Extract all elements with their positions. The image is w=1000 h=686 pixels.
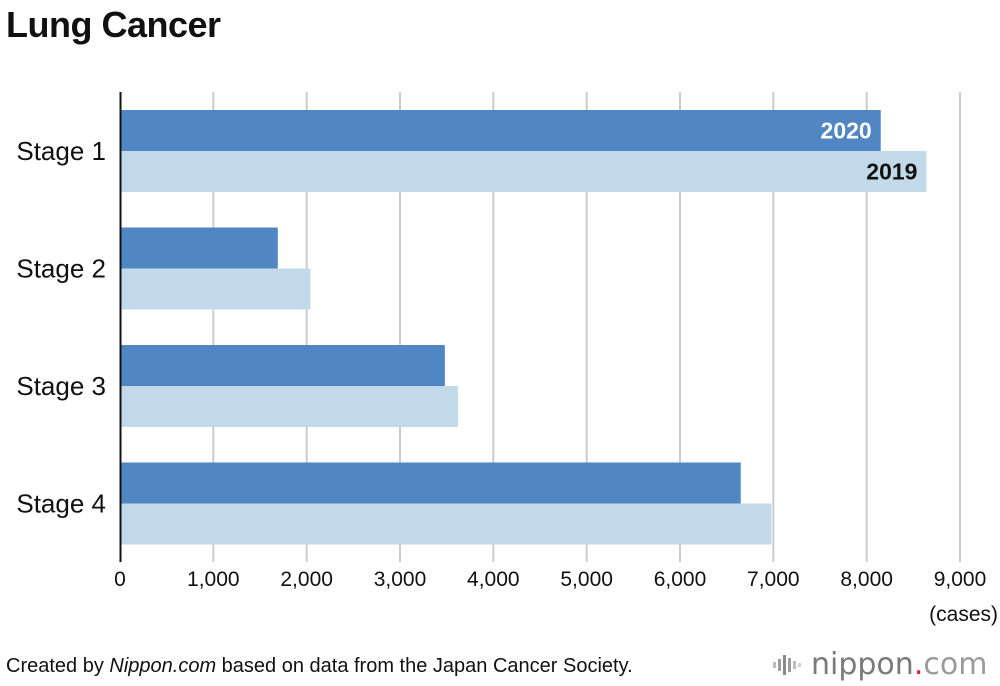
bar-2019-stage-2	[121, 268, 311, 310]
series-label-2019: 2019	[866, 159, 917, 185]
x-tick-label: 5,000	[560, 568, 613, 591]
category-label: Stage 1	[16, 136, 106, 166]
series-labels: 2020 2019	[821, 118, 918, 185]
bar-chart: 2020 2019 Stage 1 Stage 2 Stage 3 Stage 4 0 1…	[16, 92, 998, 626]
bar-2020-stage-4	[121, 462, 741, 504]
x-tick-label: 1,000	[187, 568, 240, 591]
series-label-2020: 2020	[821, 118, 872, 144]
category-label: Stage 2	[16, 254, 106, 284]
x-tick-label: 8,000	[840, 568, 893, 591]
source-note: Created by Nippon.com based on data from…	[6, 655, 633, 678]
bar-2019-stage-3	[121, 386, 458, 427]
source-suffix: based on data from the Japan Cancer Soci…	[216, 655, 633, 677]
category-labels: Stage 1 Stage 2 Stage 3 Stage 4	[16, 136, 106, 519]
x-tick-labels: 0 1,000 2,000 3,000 4,000 5,000 6,000 7,000 8,00…	[114, 568, 986, 591]
chart-title: Lung Cancer	[6, 4, 221, 45]
category-label: Stage 4	[16, 489, 106, 519]
x-axis-unit-label: (cases)	[929, 603, 998, 626]
x-tick-label: 9,000	[934, 568, 987, 591]
source-prefix: Created by	[6, 655, 110, 677]
x-tick-label: 7,000	[747, 568, 800, 591]
bar-2020-stage-2	[121, 227, 278, 269]
bars	[121, 110, 927, 545]
x-tick-label: 6,000	[654, 568, 707, 591]
category-label: Stage 3	[16, 371, 106, 401]
x-tick-label: 0	[114, 568, 126, 591]
bar-2020-stage-3	[121, 345, 445, 386]
x-tick-label: 3,000	[374, 568, 427, 591]
x-tick-label: 4,000	[467, 568, 520, 591]
sound-wave-icon	[773, 654, 801, 675]
bar-2020-stage-1	[121, 110, 881, 151]
logo-wordmark: nippon.com	[811, 647, 988, 682]
bar-2019-stage-1	[121, 151, 927, 192]
bar-2019-stage-4	[121, 503, 772, 545]
source-publisher: Nippon.com	[109, 655, 217, 677]
x-tick-label: 2,000	[280, 568, 333, 591]
nippon-logo: nippon.com	[773, 647, 987, 682]
